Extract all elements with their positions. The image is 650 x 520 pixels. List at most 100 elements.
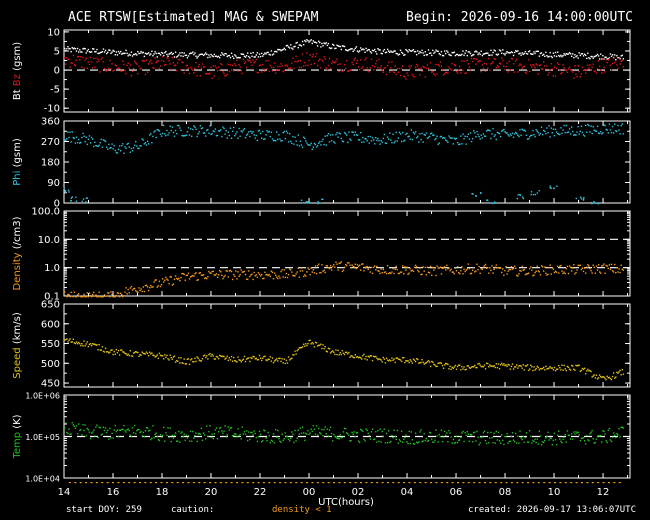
- data-point: [614, 54, 616, 56]
- data-point: [582, 55, 585, 57]
- data-point: [589, 369, 591, 372]
- data-point: [483, 364, 486, 366]
- data-point: [219, 130, 221, 132]
- data-point: [285, 435, 288, 438]
- data-point: [401, 441, 404, 444]
- data-point: [493, 49, 495, 51]
- data-point: [326, 44, 329, 47]
- data-point: [436, 73, 438, 75]
- data-point: [212, 270, 214, 273]
- data-point: [74, 142, 77, 144]
- data-point: [238, 56, 240, 59]
- data-point: [80, 141, 82, 144]
- data-point: [448, 267, 450, 269]
- data-point: [350, 69, 352, 71]
- data-point: [600, 272, 602, 274]
- data-point: [184, 54, 186, 57]
- x-tick-label: 08: [499, 487, 512, 498]
- data-point: [216, 276, 219, 279]
- data-point: [329, 352, 332, 354]
- data-point: [530, 134, 532, 137]
- data-point: [163, 54, 165, 57]
- data-point: [257, 130, 260, 132]
- data-point: [482, 432, 485, 434]
- data-point: [507, 363, 509, 366]
- data-point: [531, 65, 533, 68]
- data-point: [612, 132, 615, 134]
- data-point: [529, 50, 531, 52]
- data-point: [393, 142, 395, 144]
- data-point: [414, 360, 417, 363]
- data-point: [230, 69, 233, 71]
- data-point: [245, 358, 248, 360]
- data-point: [105, 52, 108, 55]
- data-point: [65, 294, 67, 297]
- data-point: [138, 287, 140, 289]
- data-point: [259, 64, 262, 66]
- x-tick-label: 00: [303, 487, 316, 498]
- data-point: [146, 71, 149, 73]
- data-point: [63, 187, 65, 190]
- data-point: [207, 275, 209, 278]
- data-point: [280, 360, 282, 363]
- data-point: [221, 63, 223, 66]
- data-point: [398, 439, 401, 441]
- data-point: [150, 284, 152, 287]
- data-point: [237, 56, 239, 59]
- data-point: [395, 438, 397, 441]
- data-point: [105, 70, 108, 72]
- data-point: [569, 133, 572, 135]
- data-point: [403, 273, 405, 275]
- data-point: [427, 439, 430, 442]
- data-point: [208, 132, 210, 134]
- data-point: [252, 52, 254, 54]
- data-point: [489, 267, 491, 269]
- data-point: [603, 66, 605, 69]
- data-point: [381, 52, 383, 55]
- data-point: [566, 365, 569, 368]
- data-point: [529, 429, 531, 432]
- data-point: [488, 54, 490, 56]
- data-point: [115, 294, 118, 297]
- data-point: [191, 275, 193, 277]
- data-point: [367, 432, 369, 435]
- data-point: [460, 135, 462, 137]
- data-point: [198, 54, 200, 56]
- data-point: [229, 56, 232, 59]
- data-point: [591, 430, 593, 432]
- data-point: [606, 265, 608, 267]
- data-point: [429, 52, 432, 54]
- data-point: [142, 139, 144, 141]
- data-point: [226, 55, 228, 58]
- data-point: [438, 142, 440, 144]
- data-point: [294, 275, 296, 277]
- data-point: [272, 361, 275, 364]
- data-point: [262, 439, 264, 442]
- data-point: [297, 267, 299, 269]
- data-point: [341, 140, 344, 142]
- data-point: [384, 142, 387, 144]
- data-point: [602, 132, 604, 134]
- data-point: [471, 441, 474, 443]
- data-point: [389, 441, 391, 444]
- data-point: [524, 436, 527, 439]
- data-point: [255, 134, 257, 137]
- data-point: [417, 442, 419, 444]
- data-point: [267, 431, 269, 434]
- data-point: [285, 45, 288, 47]
- data-point: [507, 71, 509, 73]
- data-point: [468, 66, 471, 68]
- data-point: [230, 355, 233, 358]
- data-point: [447, 268, 449, 270]
- data-point: [507, 270, 509, 272]
- data-point: [425, 54, 428, 56]
- data-point: [405, 133, 407, 136]
- data-point: [206, 425, 208, 427]
- data-point: [579, 196, 582, 198]
- data-point: [237, 356, 239, 358]
- data-point: [253, 356, 255, 358]
- data-point: [333, 61, 335, 64]
- data-point: [75, 50, 78, 52]
- data-point: [227, 131, 230, 133]
